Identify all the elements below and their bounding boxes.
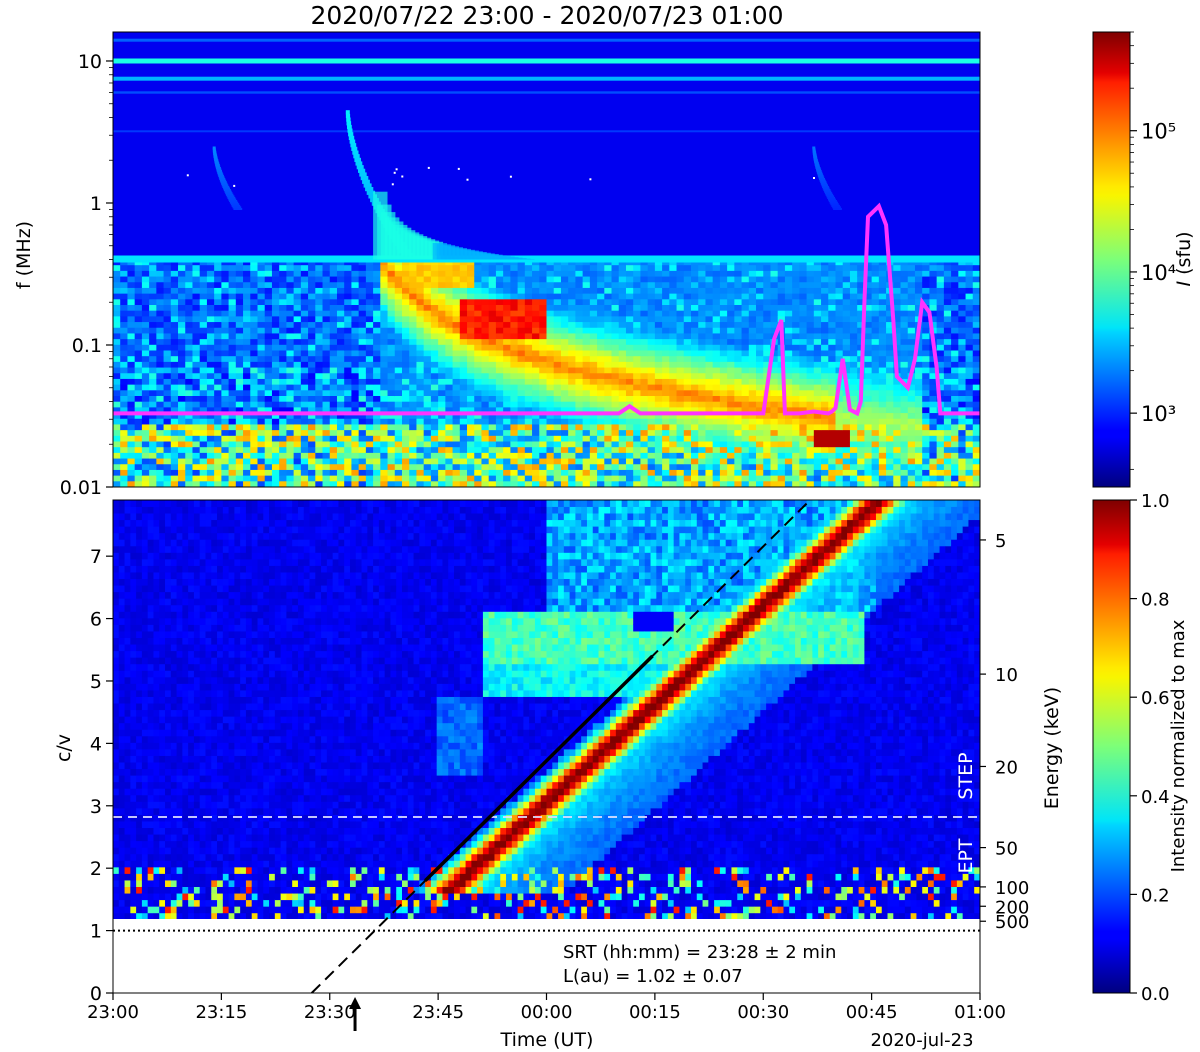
radio-y-tick-label: 0.1 bbox=[72, 335, 102, 357]
time-x-axis: 23:00 23:15 23:30 23:45 00:00 00:15 00:30 00:45… bbox=[87, 993, 1006, 1023]
figure-title: 2020/07/22 23:00 - 2020/07/23 01:00 bbox=[310, 1, 783, 30]
electron-y-tick-label: 1 bbox=[90, 921, 102, 943]
electron-colorbar-tick-label: 0.2 bbox=[1141, 885, 1170, 906]
radio-spectrum-panel: 0.01 0.1 1 10 f (MHz) bbox=[13, 31, 981, 499]
radio-y-axis: 0.01 0.1 1 10 bbox=[60, 51, 113, 499]
radio-colorbar-tick-label: 10⁵ bbox=[1141, 120, 1176, 144]
radio-colorbar-ticks: 10³ 10⁴ 10⁵ bbox=[1130, 31, 1176, 470]
date-label: 2020-jul-23 bbox=[870, 1030, 973, 1051]
electron-colorbar-tick-label: 0.0 bbox=[1141, 984, 1170, 1005]
electron-y-tick-label: 3 bbox=[90, 796, 102, 818]
electron-y-tick-label: 5 bbox=[90, 671, 102, 693]
time-axis-label: Time (UT) bbox=[500, 1029, 594, 1051]
energy-tick-label: 200 bbox=[995, 897, 1029, 918]
srt-arrow-icon bbox=[349, 997, 362, 1031]
fit-line-solid bbox=[424, 654, 654, 882]
electron-heatmap bbox=[113, 500, 980, 993]
time-x-tick-label: 23:15 bbox=[195, 1002, 247, 1023]
energy-tick-label: 50 bbox=[995, 839, 1018, 860]
electron-colorbar-tick-label: 1.0 bbox=[1141, 491, 1170, 512]
electron-colorbar-gradient bbox=[1092, 499, 1131, 994]
radio-colorbar-tick-label: 10⁴ bbox=[1141, 261, 1176, 285]
energy-tick-label: 100 bbox=[995, 878, 1029, 899]
electron-colorbar: 0.0 0.2 0.4 0.6 0.8 1.0 Intensity normalized … bbox=[1092, 491, 1189, 1005]
electron-y-tick-label: 4 bbox=[90, 733, 102, 755]
electron-lower-white-area bbox=[113, 919, 980, 993]
time-x-tick-label: 00:15 bbox=[629, 1002, 681, 1023]
radio-flux-overlay-curve bbox=[113, 202, 980, 417]
electron-y-tick-label: 2 bbox=[90, 858, 102, 880]
radio-colorbar: 10³ 10⁴ 10⁵ I (sfu) bbox=[1092, 31, 1195, 488]
electron-y-axis-label: c/v bbox=[53, 734, 75, 762]
electron-y-tick-label: 0 bbox=[90, 983, 102, 1005]
path-length-annotation: L(au) = 1.02 ± 0.07 bbox=[563, 966, 743, 987]
energy-tick-label: 5 bbox=[995, 531, 1006, 552]
time-x-tick-label: 23:45 bbox=[412, 1002, 464, 1023]
radio-y-tick-label: 1 bbox=[90, 193, 102, 215]
ept-label: EPT bbox=[955, 838, 977, 873]
electron-colorbar-tick-label: 0.8 bbox=[1141, 590, 1170, 611]
electron-panel: 0 1 2 3 4 5 6 7 23:00 23:15 23:30 23:45 00:00 00:15 0… bbox=[53, 499, 1063, 1051]
radio-colorbar-label: I (sfu) bbox=[1173, 231, 1195, 286]
radio-y-tick-label: 0.01 bbox=[60, 477, 102, 499]
energy-axis-label: Energy (keV) bbox=[1041, 687, 1063, 809]
electron-colorbar-tick-label: 0.6 bbox=[1141, 688, 1170, 709]
step-label: STEP bbox=[955, 752, 977, 799]
time-x-tick-label: 23:30 bbox=[304, 1002, 356, 1023]
energy-tick-label: 500 bbox=[995, 912, 1029, 933]
radio-spectrum-heatmap bbox=[113, 32, 980, 487]
time-x-tick-label: 00:00 bbox=[521, 1002, 573, 1023]
time-x-tick-label: 01:00 bbox=[954, 1002, 1006, 1023]
radio-y-tick-label: 10 bbox=[78, 51, 102, 73]
electron-y-axis: 0 1 2 3 4 5 6 7 bbox=[90, 546, 113, 1005]
electron-colorbar-ticks: 0.0 0.2 0.4 0.6 0.8 1.0 bbox=[1130, 491, 1170, 1005]
energy-tick-label: 10 bbox=[995, 665, 1018, 686]
energy-tick-label: 20 bbox=[995, 757, 1018, 778]
srt-annotation: SRT (hh:mm) = 23:28 ± 2 min bbox=[563, 942, 836, 963]
electron-y-tick-label: 6 bbox=[90, 609, 102, 631]
electron-colorbar-label: Intensity normalized to max bbox=[1168, 619, 1189, 872]
time-x-tick-label: 23:00 bbox=[87, 1002, 139, 1023]
radio-y-axis-label: f (MHz) bbox=[13, 221, 35, 289]
radio-colorbar-gradient bbox=[1092, 31, 1131, 488]
electron-y-tick-label: 7 bbox=[90, 546, 102, 568]
radio-colorbar-tick-label: 10³ bbox=[1141, 402, 1176, 426]
electron-colorbar-tick-label: 0.4 bbox=[1141, 787, 1170, 808]
time-x-tick-label: 00:30 bbox=[737, 1002, 789, 1023]
time-x-tick-label: 00:45 bbox=[846, 1002, 898, 1023]
